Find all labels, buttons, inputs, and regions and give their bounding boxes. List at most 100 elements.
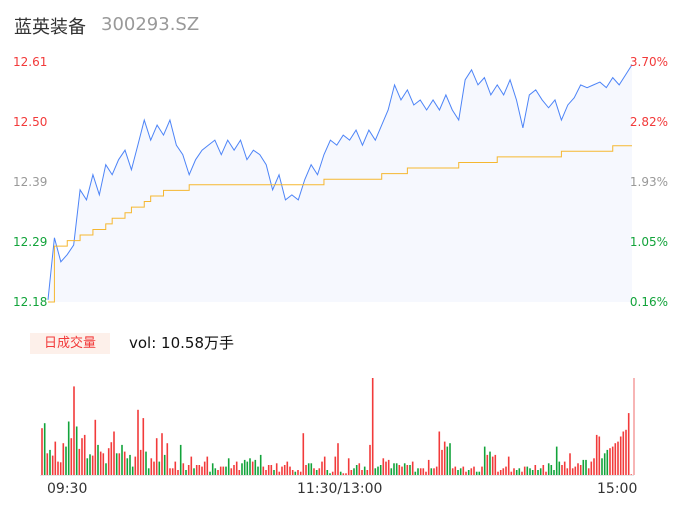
volume-bar: [382, 458, 385, 475]
volume-bar: [577, 463, 579, 475]
volume-bar: [409, 465, 411, 475]
volume-bar: [46, 453, 49, 475]
volume-bar: [627, 413, 630, 475]
volume-bar: [291, 470, 294, 475]
volume-bar: [214, 468, 217, 475]
x-tick: 09:30: [47, 481, 88, 497]
volume-bar: [371, 378, 374, 475]
volume-bar: [347, 458, 350, 475]
volume-bar: [598, 436, 601, 475]
volume-bar: [529, 468, 531, 475]
volume-bar: [585, 459, 587, 475]
volume-bar: [590, 461, 593, 475]
volume-bar: [561, 465, 563, 475]
volume-bar: [275, 463, 278, 475]
volume-bar: [433, 468, 435, 475]
volume-bar: [539, 468, 542, 475]
volume-bar: [134, 456, 137, 475]
volume-bar: [177, 470, 179, 475]
percent-tick: 2.82%: [629, 115, 668, 129]
volume-bar: [449, 443, 451, 475]
volume-bar: [238, 470, 241, 475]
volume-bar: [457, 470, 459, 475]
volume-bar: [217, 470, 219, 475]
volume-bar: [515, 470, 518, 475]
volume-bar: [113, 431, 115, 475]
volume-bar: [153, 461, 155, 475]
volume-bar: [49, 449, 51, 475]
volume-bar: [377, 466, 379, 475]
volume-bar: [481, 466, 483, 475]
volume-bar: [526, 466, 529, 475]
volume-bar: [190, 456, 193, 475]
volume-bar: [491, 456, 494, 475]
volume-bar: [513, 468, 515, 475]
volume-bar: [521, 471, 523, 475]
volume-bar: [270, 465, 273, 475]
volume-bar: [329, 473, 331, 475]
volume-bar: [595, 434, 598, 475]
volume-bar: [59, 462, 62, 475]
volume-bar: [201, 466, 203, 475]
volume-bar: [395, 463, 398, 475]
volume-bar: [537, 470, 539, 475]
volume-bar: [94, 419, 97, 475]
volume-bar: [403, 463, 406, 475]
volume-bar: [254, 459, 257, 475]
price-tick: 12.39: [13, 175, 48, 189]
volume-bar: [518, 468, 521, 475]
volume-bar: [611, 446, 614, 475]
volume-bar: [267, 465, 270, 475]
volume-bar: [83, 434, 86, 475]
volume-tab[interactable]: 日成交量: [30, 333, 110, 354]
volume-bar: [459, 468, 462, 475]
percent-tick: 1.05%: [629, 235, 668, 249]
volume-bar: [225, 466, 227, 475]
volume-bar: [555, 446, 558, 475]
volume-bar: [358, 463, 361, 475]
volume-bar: [350, 470, 353, 475]
volume-bar: [435, 466, 438, 475]
volume-bar: [446, 446, 449, 475]
volume-bar: [70, 438, 73, 475]
volume-bar: [622, 431, 625, 475]
volume-bar: [243, 459, 246, 475]
volume-bar: [379, 465, 382, 475]
volume-bar: [158, 461, 161, 475]
price-tick: 12.29: [13, 235, 48, 249]
volume-bar: [606, 449, 609, 475]
volume-bar: [486, 454, 489, 475]
volume-bar: [422, 468, 425, 475]
volume-bar: [609, 448, 611, 475]
volume-bar: [523, 466, 526, 475]
volume-bar: [147, 468, 150, 475]
volume-bar: [542, 465, 545, 475]
volume-bar: [473, 466, 475, 475]
volume-bar: [558, 461, 561, 475]
volume-bar: [438, 431, 441, 475]
volume-bar: [163, 454, 166, 475]
stock-code: 300293.SZ: [101, 14, 200, 35]
volume-bar: [454, 466, 457, 475]
volume-bar: [369, 444, 371, 475]
volume-bar: [265, 470, 267, 475]
volume-bar: [497, 471, 499, 475]
volume-bar: [414, 471, 417, 475]
volume-bar: [574, 466, 577, 475]
volume-bar: [139, 449, 142, 475]
volume-bar: [374, 468, 377, 475]
volume-bar: [105, 463, 107, 475]
volume-bar: [545, 471, 547, 475]
volume-bar: [443, 441, 446, 475]
volume-bar: [345, 473, 347, 475]
volume-bar: [550, 465, 553, 475]
percent-tick: 3.70%: [629, 55, 668, 69]
volume-bar: [211, 463, 214, 475]
percent-tick: 1.93%: [629, 175, 668, 189]
volume-bar: [115, 453, 118, 475]
volume-bar: [342, 473, 345, 475]
volume-bar: [185, 470, 187, 475]
volume-bar: [331, 471, 334, 475]
